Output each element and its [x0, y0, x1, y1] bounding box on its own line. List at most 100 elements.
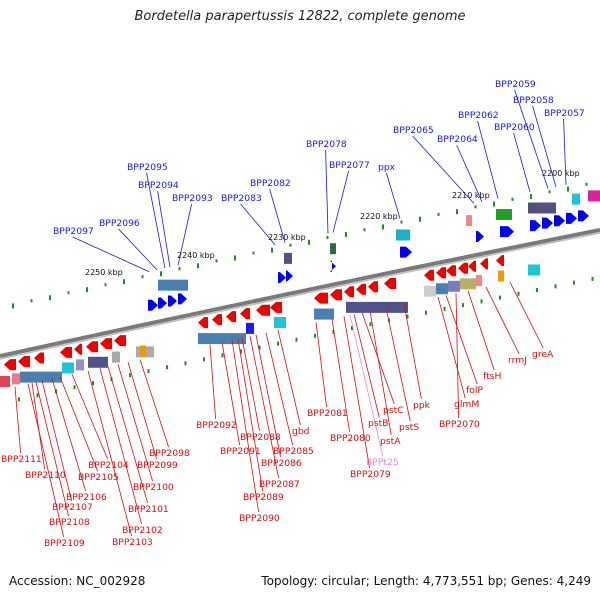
reverse-connector-line [14, 386, 21, 454]
forward-gene-label: BPP2057 [544, 108, 585, 119]
reverse-gene-block [498, 270, 504, 282]
tick-mark [147, 369, 150, 374]
reverse-gene-arrow [330, 289, 342, 301]
forward-gene-arrow [330, 260, 336, 272]
reverse-gene-arrow [256, 304, 270, 316]
forward-connector-line [532, 105, 557, 187]
tick-mark [240, 349, 242, 354]
tick-mark [530, 194, 532, 200]
reverse-gene-label: ftsH [483, 371, 501, 382]
reverse-gene-block [314, 308, 334, 320]
reverse-gene-arrow [458, 262, 468, 274]
forward-connector-line [157, 190, 171, 268]
reverse-gene-arrow [314, 292, 328, 304]
forward-gene-arrow [178, 293, 187, 305]
tick-mark [425, 310, 427, 315]
reverse-gene-block [0, 376, 10, 387]
reverse-gene-label: BPP2102 [122, 525, 163, 536]
tick-mark [480, 299, 483, 304]
reverse-gene-label: rrmJ [508, 355, 527, 366]
tick-mark [67, 291, 70, 295]
reverse-gene-label: folP [466, 385, 483, 396]
reverse-gene-label: BPP2103 [112, 537, 153, 548]
forward-gene-label: ppx [378, 162, 396, 173]
forward-connector-line [513, 132, 531, 193]
reverse-gene-label: BPP2100 [133, 482, 174, 493]
reverse-gene-arrow [496, 254, 504, 266]
reverse-gene-block [448, 280, 460, 292]
tick-mark [160, 271, 162, 277]
forward-gene-label: BPP2078 [306, 139, 347, 150]
reverse-gene-label: BPP2090 [239, 513, 280, 524]
reverse-gene-arrow [384, 277, 396, 289]
forward-gene-label: BPP2094 [138, 180, 179, 191]
ruler-label: 2200 kbp [542, 169, 580, 178]
reverse-connector-line [139, 359, 169, 448]
reverse-gene-arrow [446, 265, 456, 277]
tick-mark [511, 197, 514, 201]
reverse-gene-block [274, 316, 286, 328]
forward-gene-label: BPP2083 [221, 193, 262, 204]
forward-connector-line [332, 170, 349, 233]
reverse-gene-block [246, 322, 254, 334]
forward-gene-label: BPP2097 [53, 226, 94, 237]
tick-mark [258, 345, 261, 350]
ruler-label: 2210 kbp [452, 191, 490, 200]
reverse-gene-arrow [100, 338, 112, 350]
tick-mark [123, 279, 125, 285]
forward-connector-line [563, 118, 567, 185]
forward-connector-line [477, 120, 499, 199]
reverse-gene-arrow [4, 359, 16, 371]
tick-mark [462, 303, 464, 308]
reverse-connector-line [353, 314, 380, 418]
reverse-gene-arrow [212, 314, 222, 326]
reverse-gene-block [424, 285, 436, 297]
forward-connector-line [240, 203, 276, 246]
tick-mark [73, 385, 76, 390]
forward-gene-block [330, 243, 336, 255]
reverse-connector-line [237, 338, 263, 492]
reverse-gene-label: BPP2108 [49, 517, 90, 528]
reverse-gene-label: BPP2087 [259, 479, 300, 490]
forward-gene-arrow [158, 297, 167, 309]
reverse-connector-line [485, 286, 520, 355]
reverse-connector-line [31, 382, 45, 470]
reverse-gene-block [76, 359, 84, 371]
reverse-gene-label: BPP2089 [243, 492, 284, 503]
kbp-ruler: 2250 kbp 2240 kbp 2230 kbp 2220 kbp 2210 kbp… [85, 169, 580, 277]
forward-gene-label: BPP2095 [127, 162, 168, 173]
reverse-gene-arrow [114, 335, 126, 347]
reverse-gene-block [88, 356, 108, 368]
reverse-connector-line [35, 382, 69, 517]
reverse-gene-label: BPP2098 [149, 448, 190, 459]
reverse-connector-line [445, 295, 478, 385]
reverse-gene-label: pstB [368, 418, 389, 429]
reverse-connector-line [455, 293, 459, 419]
reverse-gene-label: BPP2105 [78, 472, 119, 483]
reverse-gene-block [140, 345, 146, 357]
reverse-gene-label: BPP2106 [66, 492, 107, 503]
forward-gene-arrow [578, 210, 589, 222]
reverse-gene-arrow [468, 260, 476, 272]
reverse-gene-label: pstS [399, 422, 419, 433]
reverse-connector-line [437, 296, 466, 399]
reverse-gene-label: BPP2086 [261, 458, 302, 469]
forward-gene-arrow [286, 270, 293, 282]
genome-backbone-highlight [0, 232, 600, 360]
reverse-gene-arrow [344, 286, 354, 298]
reverse-gene-label: BPP2101 [128, 504, 169, 515]
tick-mark [215, 259, 218, 263]
tick-mark [573, 280, 575, 285]
ruler-label: 2230 kbp [268, 233, 306, 242]
tick-mark [36, 393, 39, 398]
forward-gene-arrow [148, 299, 158, 311]
reverse-gene-block [20, 371, 62, 383]
reverse-connector-line [59, 376, 98, 472]
reverse-connector-line [255, 334, 281, 458]
forward-connector-line [269, 188, 286, 243]
forward-connector-line [118, 228, 158, 271]
forward-gene-arrow [278, 272, 286, 284]
reverse-connector-line [87, 370, 132, 537]
genome-summary-text: Topology: circular; Length: 4,773,551 bp… [261, 574, 591, 588]
reverse-gene-block [112, 351, 120, 363]
